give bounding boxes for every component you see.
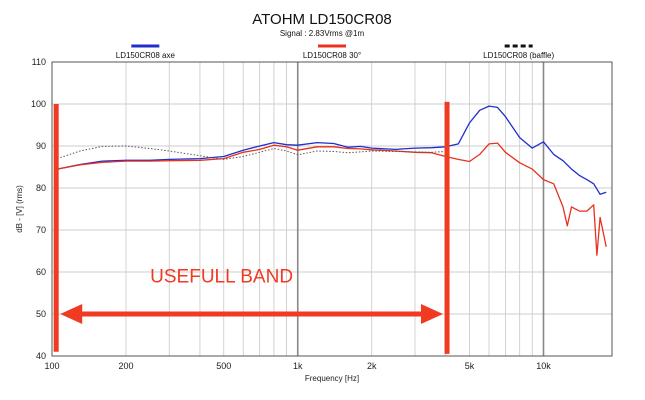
y-tick-label: 80 [36, 183, 46, 193]
x-tick-label: 5k [465, 361, 475, 371]
band-arrow-head-left [60, 304, 83, 324]
grid [52, 62, 612, 356]
chart-title: ATOHM LD150CR08 [252, 11, 392, 28]
annotation-layer: USEFULL BAND [53, 101, 450, 354]
y-tick-label: 40 [36, 351, 46, 361]
x-tick-label: 10k [536, 361, 551, 371]
x-tick-label: 2k [367, 361, 377, 371]
y-axis-ticks: 40 50 60 70 80 90 100 110 [31, 57, 46, 361]
legend: LD150CR08 axe LD150CR08 30° LD150CR08 (baf… [116, 44, 554, 60]
x-axis-label: Frequency [Hz] [305, 374, 359, 383]
y-tick-label: 50 [36, 309, 46, 319]
series-layer [57, 105, 607, 256]
y-tick-label: 70 [36, 225, 46, 235]
band-arrow [60, 304, 444, 324]
band-arrow-head-right [421, 304, 444, 324]
x-tick-label: 1k [293, 361, 303, 371]
y-tick-label: 100 [31, 99, 46, 109]
x-axis-ticks: 100 200 500 1k 2k 5k 10k [44, 361, 551, 371]
x-tick-label: 100 [44, 361, 59, 371]
chart-subtitle: Signal : 2.83Vrms @1m [280, 29, 365, 38]
y-tick-label: 110 [32, 57, 46, 67]
x-tick-label: 200 [118, 361, 133, 371]
legend-label: LD150CR08 (baffle) [483, 51, 554, 60]
y-axis-label: dB - [V] (rms) [15, 185, 24, 233]
series-line [57, 105, 607, 195]
legend-label: LD150CR08 30° [303, 51, 361, 60]
plot-frame [51, 61, 613, 357]
legend-label: LD150CR08 axe [116, 51, 176, 60]
band-label: USEFULL BAND [150, 267, 293, 288]
y-tick-label: 90 [36, 141, 46, 151]
y-tick-label: 60 [36, 267, 46, 277]
x-tick-label: 500 [216, 361, 231, 371]
